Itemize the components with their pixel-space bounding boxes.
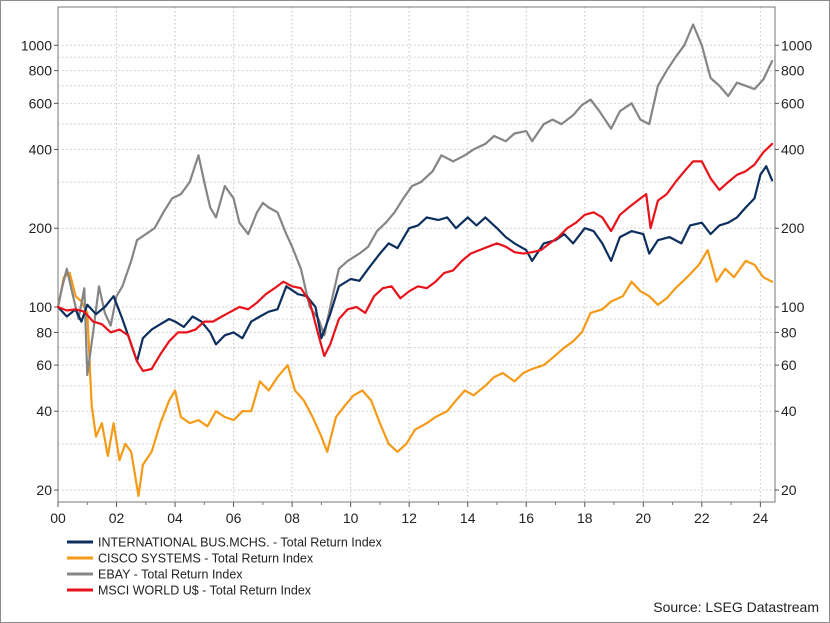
y-tick-label-right: 400 [781,141,805,157]
axes: 00 02 04 06 08 10 12 14 16 18 20 22 24 20 20 40 40 60 60 80… [21,37,813,526]
x-tick-label: 16 [518,510,534,526]
y-tick-label-left: 60 [36,357,52,373]
legend-label-3: MSCI WORLD U$ - Total Return Index [98,584,312,598]
y-tick-label-left: 200 [29,220,53,236]
series-line-1 [56,249,774,497]
series-lines [56,23,774,497]
y-tick-label-right: 100 [781,299,805,315]
y-tick-label-left: 400 [29,141,53,157]
y-tick-label-left: 800 [29,63,53,79]
x-tick-label: 04 [167,510,183,526]
y-tick-label-left: 40 [36,403,52,419]
x-tick-label: 00 [50,510,66,526]
x-tick-label: 12 [401,510,417,526]
y-tick-label-left: 80 [36,324,52,340]
x-tick-label: 02 [109,510,125,526]
legend-label-0: INTERNATIONAL BUS.MCHS. - Total Return I… [98,536,383,550]
y-tick-label-right: 1000 [781,37,812,53]
series-line-2 [56,23,774,377]
y-tick-label-right: 80 [781,324,797,340]
y-tick-label-right: 40 [781,403,797,419]
x-tick-label: 08 [284,510,300,526]
x-tick-label: 14 [460,510,476,526]
plot-area-frame [57,6,776,503]
y-tick-label-left: 20 [36,482,52,498]
y-tick-label-left: 100 [29,299,53,315]
x-tick-label: 06 [226,510,242,526]
y-tick-label-left: 1000 [21,37,52,53]
series-line-3 [56,142,774,372]
x-tick-label: 18 [577,510,593,526]
x-tick-label: 10 [343,510,359,526]
legend-label-2: EBAY - Total Return Index [98,568,243,582]
legend: INTERNATIONAL BUS.MCHS. - Total Return I… [67,536,383,598]
y-tick-label-left: 600 [29,95,53,111]
y-tick-label-right: 600 [781,95,805,111]
x-tick-label: 20 [636,510,652,526]
legend-label-1: CISCO SYSTEMS - Total Return Index [98,552,314,566]
grid [57,7,775,502]
y-tick-label-right: 200 [781,220,805,236]
x-tick-label: 22 [694,510,710,526]
series-line-0 [56,165,774,363]
y-tick-label-right: 20 [781,482,797,498]
y-tick-label-right: 60 [781,357,797,373]
x-tick-label: 24 [753,510,769,526]
y-tick-label-right: 800 [781,63,805,79]
source-label: Source: LSEG Datastream [653,599,819,615]
